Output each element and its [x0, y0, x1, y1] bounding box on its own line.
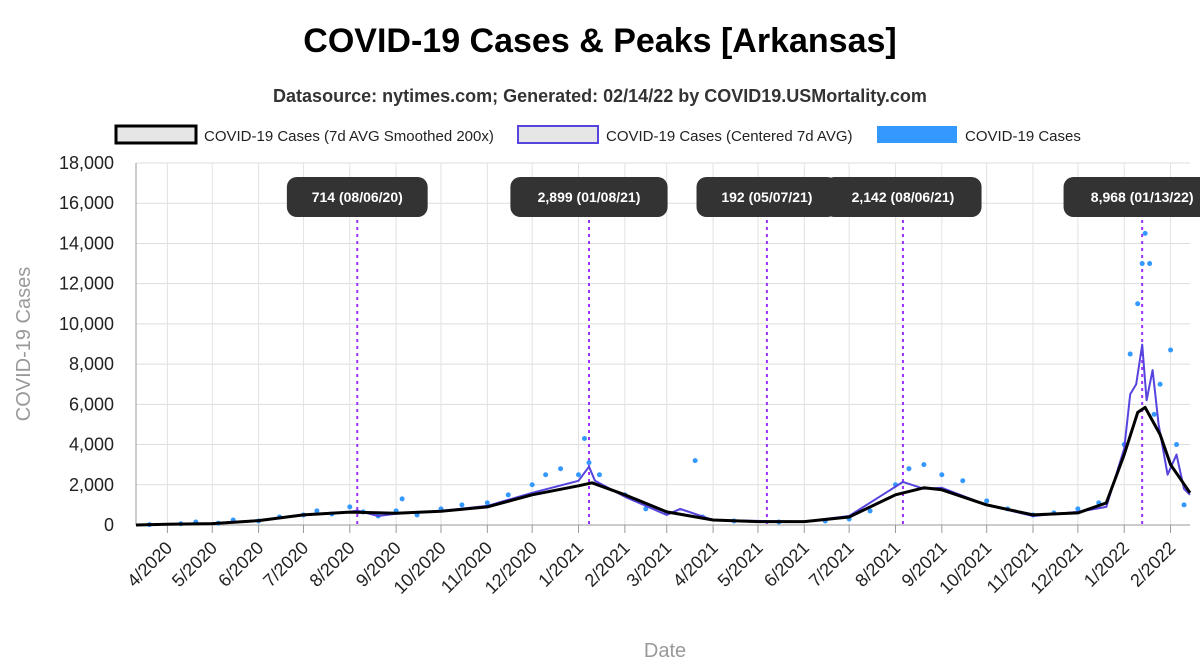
legend-label: COVID-19 Cases (7d AVG Smoothed 200x): [204, 128, 494, 145]
x-tick-label: 5/2021: [714, 538, 767, 591]
data-point: [1174, 442, 1180, 448]
y-tick-label: 12,000: [59, 274, 114, 294]
x-tick-label: 6/2020: [214, 538, 267, 591]
data-point: [596, 472, 602, 478]
data-point: [399, 496, 405, 502]
series-line: [135, 405, 1192, 527]
legend-label: COVID-19 Cases: [965, 128, 1081, 145]
data-point: [1168, 347, 1174, 353]
data-point: [582, 436, 588, 442]
data-point: [576, 472, 582, 478]
data-point: [459, 502, 465, 508]
y-tick-label: 8,000: [69, 354, 114, 374]
data-point: [1142, 230, 1148, 236]
peak-label-box: [286, 177, 428, 217]
x-tick-label: 8/2021: [851, 538, 904, 591]
y-tick-label: 0: [104, 515, 114, 535]
chart-title: COVID-19 Cases & Peaks [Arkansas]: [303, 22, 897, 60]
y-tick-label: 2,000: [69, 475, 114, 495]
peak-label-box: [696, 177, 838, 217]
x-tick-label: 1/2021: [534, 538, 587, 591]
x-tick-label: 1/2022: [1080, 538, 1133, 591]
peak-label: 2,142 (08/06/21): [852, 189, 955, 205]
x-tick-label: 6/2021: [760, 538, 813, 591]
chart-subtitle: Datasource: nytimes.com; Generated: 02/1…: [273, 86, 927, 106]
data-point: [1127, 351, 1133, 357]
data-point: [505, 492, 511, 498]
peak-label-box: [824, 177, 982, 217]
x-tick-label: 7/2020: [259, 538, 312, 591]
data-point: [543, 472, 549, 478]
data-point: [314, 508, 320, 514]
peak-label: 192 (05/07/21): [721, 189, 812, 205]
data-point: [1135, 301, 1141, 307]
y-tick-label: 4,000: [69, 435, 114, 455]
data-point: [1139, 261, 1145, 267]
data-point: [347, 504, 353, 510]
data-point: [867, 508, 873, 514]
x-tick-label: 8/2020: [306, 538, 359, 591]
data-point: [484, 500, 490, 506]
data-point: [1075, 506, 1081, 512]
y-axis-title: COVID-19 Cases: [13, 267, 35, 422]
x-tick-label: 4/2021: [669, 538, 722, 591]
data-point: [558, 466, 564, 472]
y-tick-label: 14,000: [59, 233, 114, 253]
data-point: [1157, 381, 1163, 387]
x-tick-label: 2/2022: [1126, 538, 1179, 591]
data-point: [960, 478, 966, 484]
data-point: [921, 462, 927, 468]
peak-label: 714 (08/06/20): [312, 189, 403, 205]
data-point: [692, 458, 698, 464]
x-tick-label: 3/2021: [622, 538, 675, 591]
data-point: [643, 506, 649, 512]
x-axis-title: Date: [644, 640, 686, 662]
x-tick-label: 4/2020: [123, 538, 176, 591]
data-point: [906, 466, 912, 472]
y-tick-label: 10,000: [59, 314, 114, 334]
x-tick-label: 5/2020: [168, 538, 221, 591]
data-point: [586, 460, 592, 466]
peak-label: 8,968 (01/13/22): [1091, 189, 1194, 205]
peak-label-box: [510, 177, 668, 217]
data-point: [1147, 261, 1153, 267]
peak-label-box: [1063, 177, 1200, 217]
y-tick-label: 16,000: [59, 193, 114, 213]
peak-label: 2,899 (01/08/21): [538, 189, 641, 205]
legend-label: COVID-19 Cases (Centered 7d AVG): [606, 128, 853, 145]
data-point: [939, 472, 945, 478]
x-tick-label: 2/2021: [581, 538, 634, 591]
x-tick-label: 7/2021: [805, 538, 858, 591]
data-point: [529, 482, 535, 488]
legend-swatch: [517, 125, 599, 144]
legend-swatch: [877, 126, 957, 143]
legend-swatch: [114, 124, 198, 145]
data-point: [984, 498, 990, 504]
data-point: [1181, 502, 1187, 508]
data-point: [1151, 411, 1157, 417]
y-tick-label: 6,000: [69, 394, 114, 414]
y-tick-label: 18,000: [59, 153, 114, 173]
series-line: [135, 343, 1191, 526]
